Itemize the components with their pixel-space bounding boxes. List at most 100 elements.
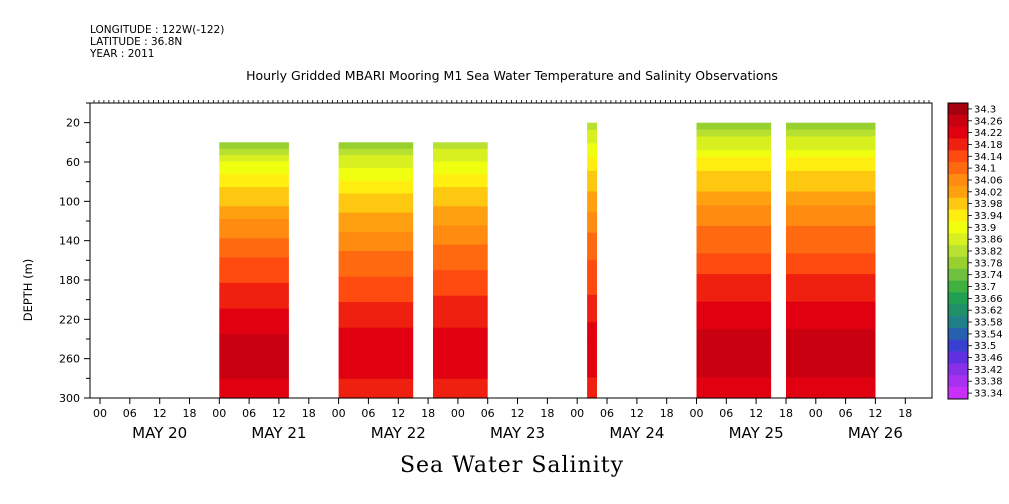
y-tick-label: 20	[66, 117, 80, 130]
y-tick-label: 260	[59, 353, 80, 366]
x-hour-label: 06	[242, 407, 256, 420]
y-tick-label: 220	[59, 313, 80, 326]
colorbar-level-label: 34.22	[974, 128, 1003, 139]
y-tick-label: 60	[66, 156, 80, 169]
colorbar-swatch	[948, 363, 968, 376]
colorbar-level-label: 34.02	[974, 187, 1003, 198]
colorbar-swatch	[948, 209, 968, 222]
colorbar-level-label: 33.94	[974, 211, 1003, 222]
x-hour-label: 12	[391, 407, 405, 420]
colorbar-level-label: 33.46	[974, 353, 1003, 364]
year-label: YEAR : 2011	[90, 48, 155, 60]
x-day-label: MAY 20	[132, 424, 187, 442]
x-day-label: MAY 26	[848, 424, 903, 442]
x-hour-label: 06	[481, 407, 495, 420]
colorbar-swatch	[948, 375, 968, 388]
x-hour-label: 18	[898, 407, 912, 420]
colorbar-level-label: 33.54	[974, 329, 1003, 340]
x-hour-label: 06	[719, 407, 733, 420]
x-hour-label: 00	[93, 407, 107, 420]
x-hour-label: 18	[779, 407, 793, 420]
colorbar-level-label: 34.1	[974, 164, 996, 175]
colorbar-swatch	[948, 280, 968, 293]
colorbar-level-label: 33.66	[974, 294, 1003, 305]
x-hour-label: 18	[421, 407, 435, 420]
colorbar-swatch	[948, 114, 968, 127]
plot-frame	[89, 102, 933, 399]
y-tick-label: 100	[59, 195, 80, 208]
colorbar-level-label: 33.78	[974, 258, 1003, 269]
colorbar-swatch	[948, 185, 968, 199]
x-hour-label: 06	[123, 407, 137, 420]
x-day-label: MAY 25	[729, 424, 784, 442]
latitude-label: LATITUDE : 36.8N	[90, 36, 183, 48]
colorbar-level-label: 33.9	[974, 223, 996, 234]
x-hour-label: 06	[600, 407, 614, 420]
y-tick-label: 180	[59, 274, 80, 287]
colorbar-level-label: 33.86	[974, 235, 1003, 246]
colorbar-swatch	[948, 174, 968, 187]
x-day-label: MAY 23	[490, 424, 545, 442]
x-hour-label: 12	[749, 407, 763, 420]
colorbar-level-label: 33.34	[974, 389, 1003, 400]
colorbar-swatch	[948, 221, 968, 234]
x-day-label: MAY 24	[609, 424, 664, 442]
salinity-data-block	[433, 142, 488, 399]
colorbar-swatch	[948, 268, 968, 281]
colorbar-level-label: 34.3	[974, 104, 996, 115]
x-hour-label: 00	[570, 407, 584, 420]
salinity-data-block	[696, 122, 772, 399]
colorbar-swatch	[948, 245, 968, 258]
x-hour-label: 12	[272, 407, 286, 420]
colorbar-swatch	[948, 256, 968, 270]
x-hour-label: 06	[839, 407, 853, 420]
colorbar-swatch	[948, 304, 968, 317]
x-hour-label: 12	[868, 407, 882, 420]
colorbar-level-label: 34.14	[974, 152, 1003, 163]
x-hour-label: 18	[660, 407, 674, 420]
colorbar-level-label: 33.5	[974, 341, 996, 352]
colorbar-level-label: 33.98	[974, 199, 1003, 210]
longitude-label: LONGITUDE : 122W(-122)	[90, 24, 225, 36]
chart-title: Hourly Gridded MBARI Mooring M1 Sea Wate…	[246, 68, 778, 83]
colorbar-swatch	[948, 339, 968, 352]
x-hour-label: 00	[451, 407, 465, 420]
colorbar-swatch	[948, 387, 968, 400]
x-hour-label: 00	[690, 407, 704, 420]
colorbar-swatch	[948, 351, 968, 364]
x-hour-label: 12	[153, 407, 167, 420]
colorbar-level-label: 34.26	[974, 116, 1003, 127]
colorbar-level-label: 33.74	[974, 270, 1003, 281]
salinity-data-block	[786, 122, 876, 399]
y-tick-label: 140	[59, 235, 80, 248]
x-hour-label: 00	[809, 407, 823, 420]
x-hour-label: 18	[540, 407, 554, 420]
colorbar-swatch	[948, 292, 968, 305]
colorbar-level-label: 33.82	[974, 247, 1003, 258]
colorbar-level-label: 34.18	[974, 140, 1003, 151]
variable-title: Sea Water Salinity	[399, 453, 625, 478]
colorbar-swatch	[948, 150, 968, 163]
x-hour-label: 18	[302, 407, 316, 420]
x-day-label: MAY 21	[251, 424, 306, 442]
x-hour-label: 06	[361, 407, 375, 420]
colorbar-swatch	[948, 316, 968, 329]
colorbar-swatch	[948, 126, 968, 139]
colorbar-swatch	[948, 138, 968, 151]
colorbar-level-label: 33.7	[974, 282, 996, 293]
colorbar-swatch	[948, 103, 968, 116]
salinity-data-block	[587, 122, 597, 399]
colorbar-swatch	[948, 197, 968, 210]
colorbar-level-label: 33.42	[974, 365, 1003, 376]
x-hour-label: 12	[511, 407, 525, 420]
x-hour-label: 12	[630, 407, 644, 420]
x-hour-label: 00	[212, 407, 226, 420]
x-hour-label: 00	[332, 407, 346, 420]
salinity-data-block	[338, 142, 414, 399]
x-hour-label: 18	[183, 407, 197, 420]
colorbar-swatch	[948, 327, 968, 341]
salinity-data-block	[219, 142, 289, 399]
x-day-label: MAY 22	[371, 424, 426, 442]
colorbar-level-label: 33.38	[974, 377, 1003, 388]
